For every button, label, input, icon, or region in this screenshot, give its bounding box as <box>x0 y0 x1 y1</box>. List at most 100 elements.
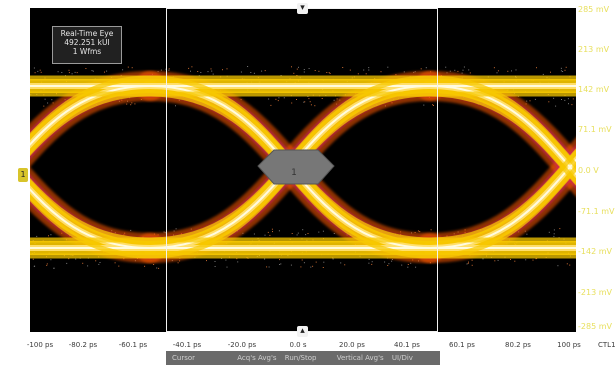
y-tick-label: 142 mV <box>578 85 610 94</box>
noise-dot <box>566 263 568 265</box>
noise-dot <box>471 264 473 266</box>
status-bar: Cursor Acq's Avg's Run/Stop Vertical Avg… <box>166 351 440 365</box>
mask-label: 1 <box>291 168 297 178</box>
cursor-region[interactable] <box>166 8 438 332</box>
noise-dot <box>130 104 132 106</box>
noise-dot <box>302 229 304 231</box>
noise-dot <box>568 103 569 105</box>
status-cursor: Cursor <box>172 354 196 362</box>
noise-dot <box>210 68 212 70</box>
status-item: UI/Div <box>391 354 413 362</box>
measurement-readout: Real-Time Eye 492.251 kUI 1 Wfms <box>52 26 122 64</box>
noise-dot <box>175 105 176 107</box>
noise-dot <box>557 265 559 267</box>
noise-dot <box>387 66 389 68</box>
noise-dot <box>126 103 128 105</box>
noise-dot <box>163 231 165 233</box>
noise-dot <box>368 262 370 264</box>
y-tick-label: 213 mV <box>578 45 610 54</box>
noise-dot <box>130 229 132 231</box>
noise-dot <box>560 67 562 69</box>
noise-dot <box>308 68 310 69</box>
noise-dot <box>46 264 48 266</box>
noise-dot <box>454 69 456 71</box>
noise-dot <box>298 66 299 68</box>
noise-dot <box>430 229 432 231</box>
x-tick-label: 60.1 ps <box>449 341 475 349</box>
noise-dot <box>349 69 351 71</box>
noise-dot <box>144 265 146 267</box>
noise-dot <box>278 230 280 232</box>
noise-dot <box>548 231 550 233</box>
noise-dot <box>156 267 158 269</box>
x-tick-label: 80.2 ps <box>505 341 531 349</box>
noise-dot <box>559 228 561 230</box>
status-item: Vertical Avg's <box>336 354 384 362</box>
noise-dot <box>536 67 537 69</box>
noise-dot <box>560 70 562 72</box>
noise-dot <box>432 104 434 106</box>
noise-dot <box>168 69 170 71</box>
channel-1-marker[interactable]: 1 <box>18 168 28 182</box>
noise-dot <box>466 263 468 265</box>
noise-dot <box>318 231 320 233</box>
status-item: Run/Stop <box>284 354 317 362</box>
y-tick-label: -285 mV <box>578 322 612 331</box>
noise-dot <box>91 70 93 72</box>
noise-dot <box>363 69 365 71</box>
x-tick-label: 40.1 ps <box>394 341 420 349</box>
noise-dot <box>303 69 305 70</box>
y-tick-label: -71.1 mV <box>578 207 615 216</box>
noise-dot <box>134 103 136 105</box>
noise-dot <box>266 266 268 268</box>
noise-dot <box>564 69 566 71</box>
noise-dot <box>304 101 306 103</box>
noise-dot <box>462 69 464 71</box>
noise-dot <box>39 69 41 71</box>
noise-dot <box>569 264 571 266</box>
noise-dot <box>296 68 298 70</box>
noise-dot <box>82 262 84 264</box>
noise-dot <box>66 262 68 264</box>
noise-dot <box>314 105 316 107</box>
noise-dot <box>526 100 528 102</box>
x-tick-label: -100 ps <box>26 341 54 349</box>
x-tick-label: -80.2 ps <box>68 341 98 349</box>
x-tick-label: -20.0 ps <box>227 341 257 349</box>
noise-dot <box>420 68 422 70</box>
noise-dot <box>300 266 302 268</box>
noise-dot <box>188 67 190 69</box>
readout-title: Real-Time Eye <box>60 29 114 38</box>
noise-dot <box>271 228 273 230</box>
noise-dot <box>98 263 100 265</box>
readout-wfms: 1 Wfms <box>72 47 102 56</box>
noise-dot <box>158 267 160 269</box>
noise-dot <box>173 230 175 232</box>
noise-dot <box>290 264 292 266</box>
y-tick-label: 285 mV <box>578 5 610 14</box>
noise-dot <box>468 69 470 71</box>
x-tick-label: 0.0 s <box>289 341 307 349</box>
noise-dot <box>497 70 499 72</box>
noise-dot <box>222 69 223 71</box>
noise-dot <box>342 67 344 68</box>
noise-dot <box>555 105 557 107</box>
noise-dot <box>33 67 35 69</box>
noise-dot <box>160 69 162 71</box>
noise-dot <box>511 70 512 72</box>
noise-dot <box>493 67 495 69</box>
y-tick-label: 0.0 V <box>578 166 599 175</box>
noise-dot <box>423 104 425 106</box>
noise-dot <box>53 267 55 269</box>
noise-dot <box>322 267 324 268</box>
noise-dot <box>47 102 49 104</box>
noise-dot <box>247 66 249 67</box>
x-tick-label: 100 ps <box>557 341 581 349</box>
status-item: Acq's Avg's <box>237 354 277 362</box>
arrow-up-icon[interactable]: ▴ <box>297 326 308 337</box>
noise-dot <box>314 70 316 71</box>
noise-dot <box>118 265 120 267</box>
y-tick-label: -142 mV <box>578 247 612 256</box>
noise-dot <box>127 66 129 68</box>
arrow-down-icon[interactable]: ▾ <box>297 3 308 14</box>
